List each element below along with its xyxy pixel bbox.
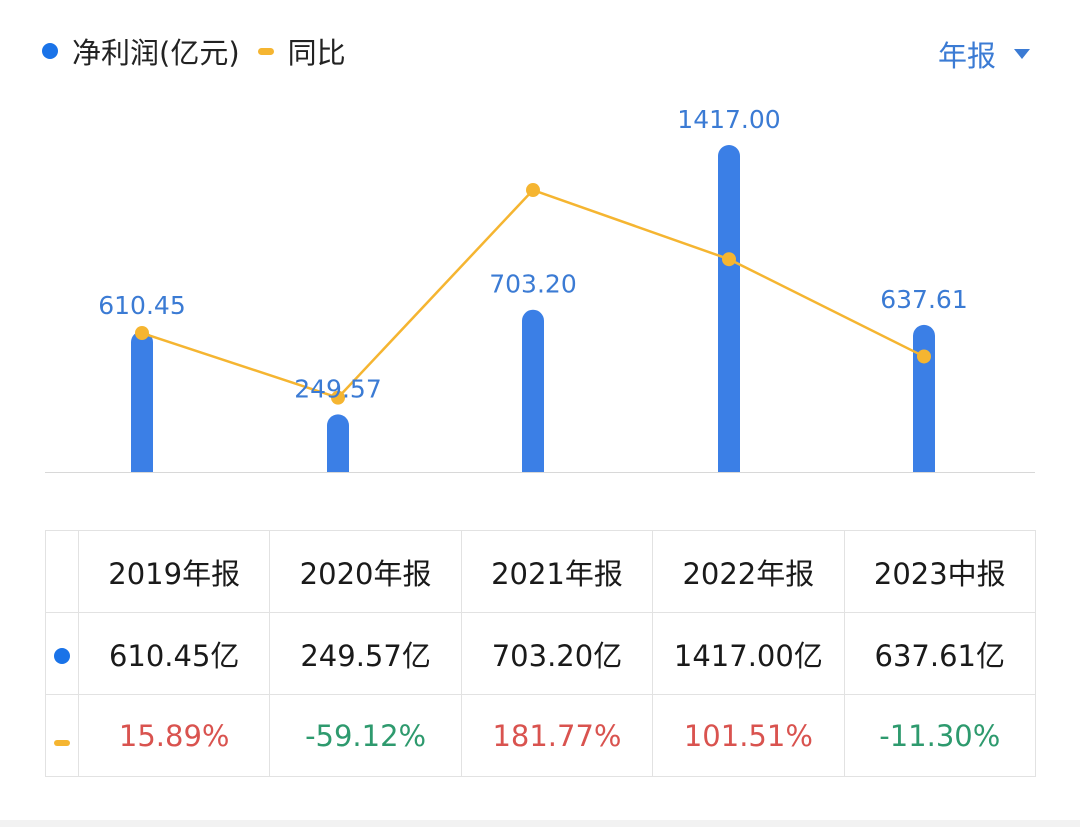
yoy-point[interactable]	[526, 183, 540, 198]
yoy-cell: -11.30%	[843, 694, 1037, 777]
bar-value-label: 610.45	[98, 291, 185, 320]
header-cell: 2020年报	[269, 530, 462, 613]
header-cell: 2019年报	[77, 530, 271, 613]
legend-yoy: 同比	[287, 36, 346, 70]
chart: 610.45 249.57 703.20 1417.00 637.61	[45, 105, 1035, 473]
yoy-cell: 15.89%	[77, 694, 271, 777]
caret-down-icon	[1014, 49, 1030, 59]
yoy-cell: 101.51%	[652, 694, 845, 777]
profit-legend-dot-icon	[42, 43, 58, 59]
profit-cell: 610.45亿	[77, 612, 271, 695]
table-row-profit: 610.45亿 249.57亿 703.20亿 1417.00亿 637.61亿	[45, 612, 1037, 695]
yoy-cell: 181.77%	[460, 694, 654, 777]
yoy-point[interactable]	[722, 252, 736, 267]
header-cell: 2023中报	[843, 530, 1037, 613]
profit-cell: 1417.00亿	[652, 612, 845, 695]
profit-cell: 249.57亿	[269, 612, 462, 695]
data-table: 2019年报 2020年报 2021年报 2022年报 2023中报 610.4…	[45, 530, 1037, 777]
legend: 净利润(亿元) 同比	[42, 30, 346, 72]
profit-cell: 637.61亿	[843, 612, 1037, 695]
profit-cell: 703.20亿	[460, 612, 654, 695]
table-header-row: 2019年报 2020年报 2021年报 2022年报 2023中报	[45, 530, 1037, 613]
bar[interactable]	[522, 309, 544, 472]
bar-value-label: 637.61	[880, 285, 967, 314]
bar[interactable]	[718, 145, 740, 472]
footer-band	[0, 820, 1080, 827]
bar[interactable]	[327, 414, 349, 472]
bar[interactable]	[131, 331, 153, 472]
yoy-cell: -59.12%	[269, 694, 462, 777]
period-label: 年报	[937, 39, 996, 73]
bar[interactable]	[913, 324, 935, 472]
yoy-point[interactable]	[135, 326, 149, 341]
bar-value-label: 249.57	[294, 374, 381, 403]
yoy-legend-dash-icon	[257, 47, 274, 55]
header-cell: 2022年报	[652, 530, 845, 613]
bar-value-label: 1417.00	[677, 105, 780, 134]
header-cell: 2021年报	[460, 530, 654, 613]
table-row-yoy: 15.89% -59.12% 181.77% 101.51% -11.30%	[45, 694, 1037, 777]
yoy-dash-icon	[54, 739, 70, 746]
profit-dot-icon	[54, 647, 70, 664]
bar-value-label: 703.20	[489, 270, 576, 299]
yoy-point[interactable]	[331, 390, 345, 405]
yoy-point[interactable]	[917, 349, 931, 364]
legend-profit: 净利润(亿元)	[72, 36, 240, 70]
period-selector[interactable]: 年报	[938, 33, 1030, 75]
